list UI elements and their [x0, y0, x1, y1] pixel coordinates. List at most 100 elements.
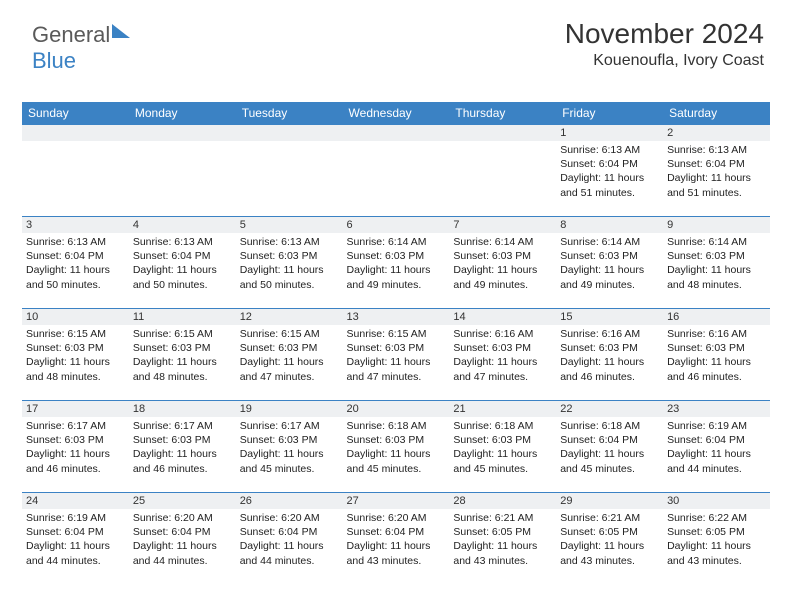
calendar-cell [343, 125, 450, 217]
col-saturday: Saturday [663, 102, 770, 125]
daynum-empty [449, 125, 556, 141]
calendar-cell: 30Sunrise: 6:22 AMSunset: 6:05 PMDayligh… [663, 493, 770, 585]
calendar-cell: 6Sunrise: 6:14 AMSunset: 6:03 PMDaylight… [343, 217, 450, 309]
calendar-cell: 9Sunrise: 6:14 AMSunset: 6:03 PMDaylight… [663, 217, 770, 309]
day-details: Sunrise: 6:13 AMSunset: 6:04 PMDaylight:… [22, 233, 129, 294]
calendar-cell: 3Sunrise: 6:13 AMSunset: 6:04 PMDaylight… [22, 217, 129, 309]
daynum-empty [343, 125, 450, 141]
day-number: 14 [449, 309, 556, 325]
day-details: Sunrise: 6:14 AMSunset: 6:03 PMDaylight:… [663, 233, 770, 294]
calendar-cell: 1Sunrise: 6:13 AMSunset: 6:04 PMDaylight… [556, 125, 663, 217]
day-details: Sunrise: 6:14 AMSunset: 6:03 PMDaylight:… [449, 233, 556, 294]
calendar-cell: 10Sunrise: 6:15 AMSunset: 6:03 PMDayligh… [22, 309, 129, 401]
col-friday: Friday [556, 102, 663, 125]
day-number: 2 [663, 125, 770, 141]
calendar-cell: 29Sunrise: 6:21 AMSunset: 6:05 PMDayligh… [556, 493, 663, 585]
day-details: Sunrise: 6:17 AMSunset: 6:03 PMDaylight:… [129, 417, 236, 478]
day-number: 6 [343, 217, 450, 233]
day-number: 24 [22, 493, 129, 509]
calendar-header-row: Sunday Monday Tuesday Wednesday Thursday… [22, 102, 770, 125]
calendar-table: Sunday Monday Tuesday Wednesday Thursday… [22, 102, 770, 585]
day-number: 19 [236, 401, 343, 417]
calendar-cell: 26Sunrise: 6:20 AMSunset: 6:04 PMDayligh… [236, 493, 343, 585]
col-sunday: Sunday [22, 102, 129, 125]
day-details: Sunrise: 6:13 AMSunset: 6:04 PMDaylight:… [663, 141, 770, 202]
calendar-cell: 28Sunrise: 6:21 AMSunset: 6:05 PMDayligh… [449, 493, 556, 585]
calendar-cell: 22Sunrise: 6:18 AMSunset: 6:04 PMDayligh… [556, 401, 663, 493]
day-number: 7 [449, 217, 556, 233]
day-number: 27 [343, 493, 450, 509]
day-number: 25 [129, 493, 236, 509]
calendar-cell [129, 125, 236, 217]
day-number: 29 [556, 493, 663, 509]
day-number: 28 [449, 493, 556, 509]
page-subtitle: Kouenoufla, Ivory Coast [565, 52, 764, 70]
calendar-cell: 14Sunrise: 6:16 AMSunset: 6:03 PMDayligh… [449, 309, 556, 401]
calendar-cell [236, 125, 343, 217]
daynum-empty [236, 125, 343, 141]
day-number: 21 [449, 401, 556, 417]
day-details: Sunrise: 6:22 AMSunset: 6:05 PMDaylight:… [663, 509, 770, 570]
day-number: 30 [663, 493, 770, 509]
day-number: 13 [343, 309, 450, 325]
calendar-cell: 19Sunrise: 6:17 AMSunset: 6:03 PMDayligh… [236, 401, 343, 493]
calendar-cell: 27Sunrise: 6:20 AMSunset: 6:04 PMDayligh… [343, 493, 450, 585]
col-monday: Monday [129, 102, 236, 125]
day-number: 8 [556, 217, 663, 233]
day-number: 9 [663, 217, 770, 233]
day-number: 17 [22, 401, 129, 417]
day-number: 15 [556, 309, 663, 325]
day-details: Sunrise: 6:13 AMSunset: 6:04 PMDaylight:… [129, 233, 236, 294]
page-title: November 2024 [565, 18, 764, 50]
day-details: Sunrise: 6:20 AMSunset: 6:04 PMDaylight:… [343, 509, 450, 570]
day-details: Sunrise: 6:20 AMSunset: 6:04 PMDaylight:… [236, 509, 343, 570]
calendar-cell: 24Sunrise: 6:19 AMSunset: 6:04 PMDayligh… [22, 493, 129, 585]
daynum-empty [22, 125, 129, 141]
day-details: Sunrise: 6:15 AMSunset: 6:03 PMDaylight:… [22, 325, 129, 386]
day-details: Sunrise: 6:18 AMSunset: 6:03 PMDaylight:… [343, 417, 450, 478]
calendar-week-row: 3Sunrise: 6:13 AMSunset: 6:04 PMDaylight… [22, 217, 770, 309]
calendar-cell: 21Sunrise: 6:18 AMSunset: 6:03 PMDayligh… [449, 401, 556, 493]
day-details: Sunrise: 6:18 AMSunset: 6:03 PMDaylight:… [449, 417, 556, 478]
calendar-week-row: 10Sunrise: 6:15 AMSunset: 6:03 PMDayligh… [22, 309, 770, 401]
calendar-cell: 5Sunrise: 6:13 AMSunset: 6:03 PMDaylight… [236, 217, 343, 309]
day-number: 12 [236, 309, 343, 325]
calendar-cell: 15Sunrise: 6:16 AMSunset: 6:03 PMDayligh… [556, 309, 663, 401]
day-number: 3 [22, 217, 129, 233]
day-details: Sunrise: 6:14 AMSunset: 6:03 PMDaylight:… [343, 233, 450, 294]
day-details: Sunrise: 6:15 AMSunset: 6:03 PMDaylight:… [236, 325, 343, 386]
day-details: Sunrise: 6:21 AMSunset: 6:05 PMDaylight:… [449, 509, 556, 570]
day-number: 1 [556, 125, 663, 141]
logo-word1: General [32, 22, 110, 47]
day-details: Sunrise: 6:13 AMSunset: 6:04 PMDaylight:… [556, 141, 663, 202]
day-details: Sunrise: 6:16 AMSunset: 6:03 PMDaylight:… [449, 325, 556, 386]
col-wednesday: Wednesday [343, 102, 450, 125]
calendar-cell [22, 125, 129, 217]
day-details: Sunrise: 6:17 AMSunset: 6:03 PMDaylight:… [236, 417, 343, 478]
calendar-cell: 4Sunrise: 6:13 AMSunset: 6:04 PMDaylight… [129, 217, 236, 309]
day-details: Sunrise: 6:18 AMSunset: 6:04 PMDaylight:… [556, 417, 663, 478]
day-details: Sunrise: 6:21 AMSunset: 6:05 PMDaylight:… [556, 509, 663, 570]
col-tuesday: Tuesday [236, 102, 343, 125]
calendar-cell: 17Sunrise: 6:17 AMSunset: 6:03 PMDayligh… [22, 401, 129, 493]
day-details: Sunrise: 6:19 AMSunset: 6:04 PMDaylight:… [22, 509, 129, 570]
logo: General Blue [32, 22, 130, 74]
day-number: 11 [129, 309, 236, 325]
calendar-cell: 18Sunrise: 6:17 AMSunset: 6:03 PMDayligh… [129, 401, 236, 493]
day-number: 26 [236, 493, 343, 509]
day-details: Sunrise: 6:16 AMSunset: 6:03 PMDaylight:… [663, 325, 770, 386]
calendar-cell: 12Sunrise: 6:15 AMSunset: 6:03 PMDayligh… [236, 309, 343, 401]
calendar-cell: 2Sunrise: 6:13 AMSunset: 6:04 PMDaylight… [663, 125, 770, 217]
daynum-empty [129, 125, 236, 141]
calendar-week-row: 17Sunrise: 6:17 AMSunset: 6:03 PMDayligh… [22, 401, 770, 493]
calendar-cell: 13Sunrise: 6:15 AMSunset: 6:03 PMDayligh… [343, 309, 450, 401]
day-details: Sunrise: 6:15 AMSunset: 6:03 PMDaylight:… [343, 325, 450, 386]
day-details: Sunrise: 6:15 AMSunset: 6:03 PMDaylight:… [129, 325, 236, 386]
title-block: November 2024 Kouenoufla, Ivory Coast [565, 18, 764, 70]
logo-triangle-icon [112, 24, 130, 38]
day-details: Sunrise: 6:17 AMSunset: 6:03 PMDaylight:… [22, 417, 129, 478]
calendar-cell: 16Sunrise: 6:16 AMSunset: 6:03 PMDayligh… [663, 309, 770, 401]
day-number: 16 [663, 309, 770, 325]
day-number: 10 [22, 309, 129, 325]
day-details: Sunrise: 6:14 AMSunset: 6:03 PMDaylight:… [556, 233, 663, 294]
